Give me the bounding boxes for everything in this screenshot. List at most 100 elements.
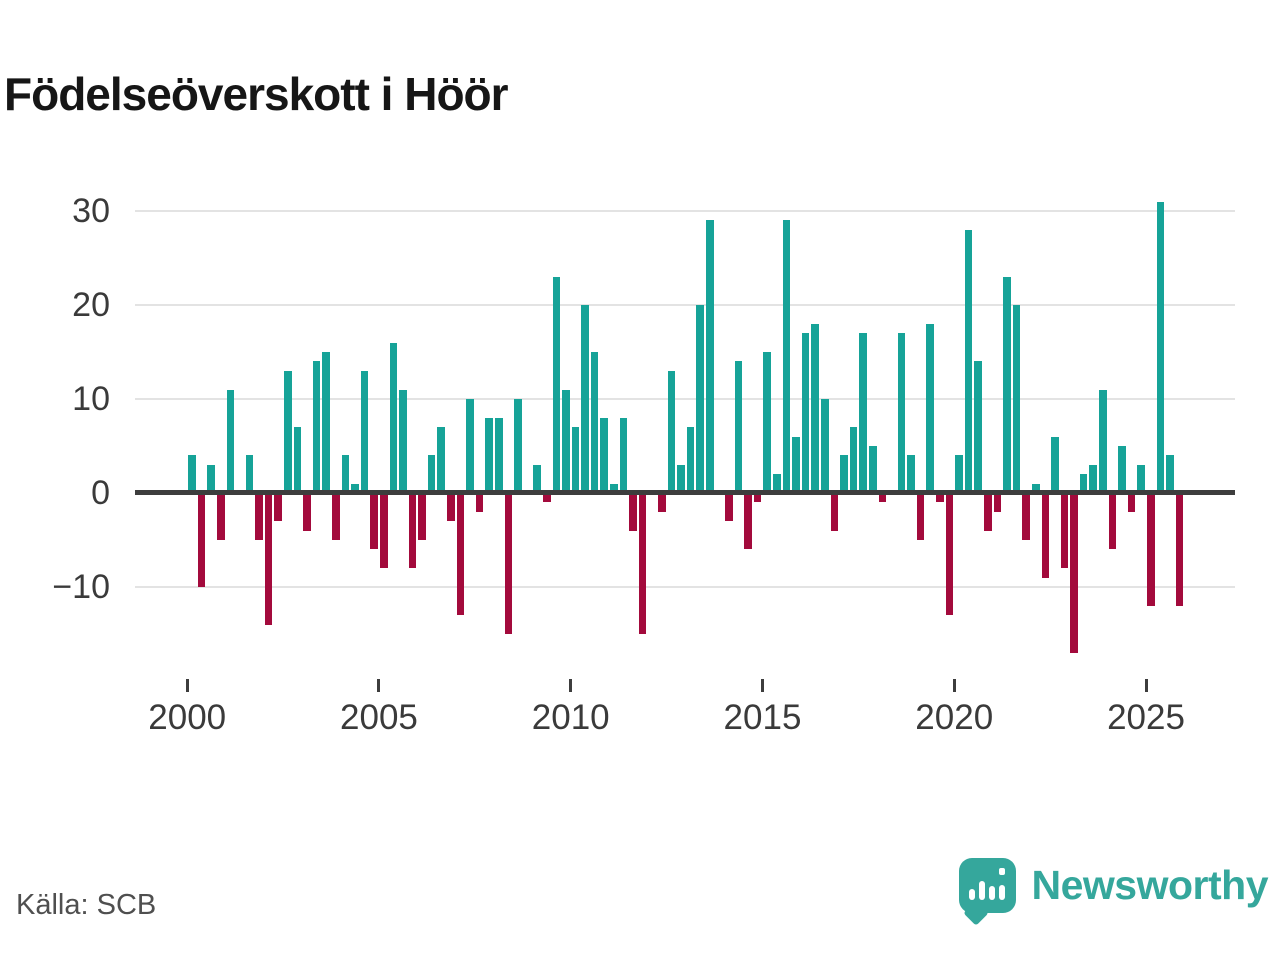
y-tick-label-10: 10 (72, 380, 110, 418)
bar-2024Q3 (1127, 493, 1136, 512)
bar-2024Q1 (1108, 493, 1117, 550)
bar-2015Q2 (773, 474, 781, 493)
bar-2015Q4 (792, 436, 800, 493)
bar-2002Q3 (284, 370, 292, 493)
bar-2011Q3 (629, 493, 637, 531)
bar-2018Q3 (897, 333, 906, 493)
bar-2006Q2 (427, 455, 436, 493)
bar-2008Q3 (514, 399, 522, 493)
bar-2004Q2 (351, 483, 359, 493)
gridline-30 (135, 210, 1235, 212)
bar-2017Q1 (840, 455, 848, 493)
bar-2000Q3 (207, 464, 215, 493)
bar-2006Q4 (447, 493, 455, 522)
bar-2004Q4 (370, 493, 378, 550)
bar-2005Q1 (379, 493, 388, 569)
bar-2005Q4 (408, 493, 417, 569)
gridline-10 (135, 398, 1235, 400)
gridline--10 (135, 586, 1235, 588)
bar-2011Q4 (638, 493, 647, 634)
newsworthy-logo: Newsworthy (958, 858, 1269, 926)
bar-2003Q3 (322, 352, 331, 493)
gridline-20 (135, 304, 1235, 306)
x-tick-label-2015: 2015 (723, 698, 802, 737)
bar-2019Q1 (916, 493, 925, 540)
bar-2001Q3 (245, 455, 254, 493)
bar-2009Q1 (533, 464, 541, 493)
x-tick-2025 (1144, 679, 1148, 692)
bar-2024Q2 (1118, 446, 1126, 493)
logo-speech-tail (962, 900, 989, 926)
bar-2013Q2 (696, 305, 704, 493)
y-tick-label--10: −10 (52, 568, 110, 606)
bar-2007Q1 (456, 493, 465, 616)
bar-2004Q1 (341, 455, 350, 493)
bar-2006Q1 (418, 493, 426, 540)
x-tick-2010 (569, 679, 573, 692)
bar-2020Q2 (964, 229, 973, 493)
bar-2020Q1 (955, 455, 963, 493)
chart-title: Födelseöverskott i Höör (4, 67, 509, 120)
bar-2003Q4 (332, 493, 340, 540)
bar-2020Q4 (984, 493, 992, 531)
bar-2010Q1 (571, 427, 580, 493)
bar-2008Q2 (504, 493, 513, 634)
bar-2009Q2 (542, 493, 551, 503)
bar-2000Q2 (197, 493, 206, 587)
bar-2010Q3 (590, 352, 599, 493)
bar-2018Q1 (878, 493, 887, 503)
x-tick-label-2020: 2020 (915, 698, 994, 737)
bar-2002Q2 (274, 493, 283, 522)
logo-bar-icon (978, 881, 985, 900)
bar-2010Q4 (600, 417, 609, 493)
bar-2017Q3 (859, 333, 867, 493)
bar-2009Q4 (562, 389, 570, 493)
bar-2023Q2 (1079, 474, 1088, 493)
bar-2004Q3 (360, 370, 369, 493)
logo-exclamation-icon (998, 885, 1005, 900)
bar-2025Q4 (1175, 493, 1184, 606)
bar-2013Q3 (705, 220, 714, 493)
bar-2017Q4 (868, 446, 877, 493)
bar-2003Q2 (312, 361, 321, 493)
y-tick-label-0: 0 (91, 474, 110, 512)
bar-2016Q2 (811, 323, 819, 493)
bar-2002Q4 (293, 427, 302, 493)
bar-2001Q1 (226, 389, 235, 493)
bar-2021Q3 (1012, 305, 1021, 493)
newsworthy-wordmark: Newsworthy (1031, 862, 1269, 908)
bar-2007Q2 (466, 399, 474, 493)
bar-2021Q1 (993, 493, 1002, 512)
bar-2012Q3 (667, 370, 676, 493)
bar-2025Q2 (1156, 201, 1165, 493)
plot-area (135, 195, 1235, 665)
x-tick-label-2025: 2025 (1107, 698, 1185, 737)
bar-2017Q2 (849, 427, 858, 493)
bar-2006Q3 (437, 427, 446, 493)
bar-2021Q4 (1022, 493, 1030, 540)
bar-2005Q3 (399, 389, 407, 493)
bar-2012Q2 (658, 493, 666, 512)
bar-2023Q4 (1099, 389, 1107, 493)
bar-2022Q4 (1060, 493, 1069, 569)
x-tick-2005 (377, 679, 381, 692)
bar-2020Q3 (974, 361, 982, 493)
bar-2005Q2 (389, 342, 398, 493)
x-tick-2020 (952, 679, 956, 692)
bar-2019Q3 (936, 493, 944, 503)
bar-2025Q3 (1166, 455, 1174, 493)
bar-2021Q2 (1003, 276, 1011, 493)
bar-2014Q2 (734, 361, 743, 493)
bar-2022Q3 (1051, 436, 1059, 493)
bar-2015Q3 (782, 220, 791, 493)
logo-exclamation-dot-icon (998, 868, 1005, 875)
bar-2019Q2 (926, 323, 935, 493)
x-tick-label-2000: 2000 (148, 698, 227, 737)
bar-2007Q3 (475, 493, 484, 512)
y-tick-label-30: 30 (72, 192, 110, 230)
bar-2002Q1 (264, 493, 273, 625)
source-note: Källa: SCB (16, 889, 157, 921)
y-tick-label-20: 20 (72, 286, 110, 324)
bar-2016Q1 (801, 333, 810, 493)
